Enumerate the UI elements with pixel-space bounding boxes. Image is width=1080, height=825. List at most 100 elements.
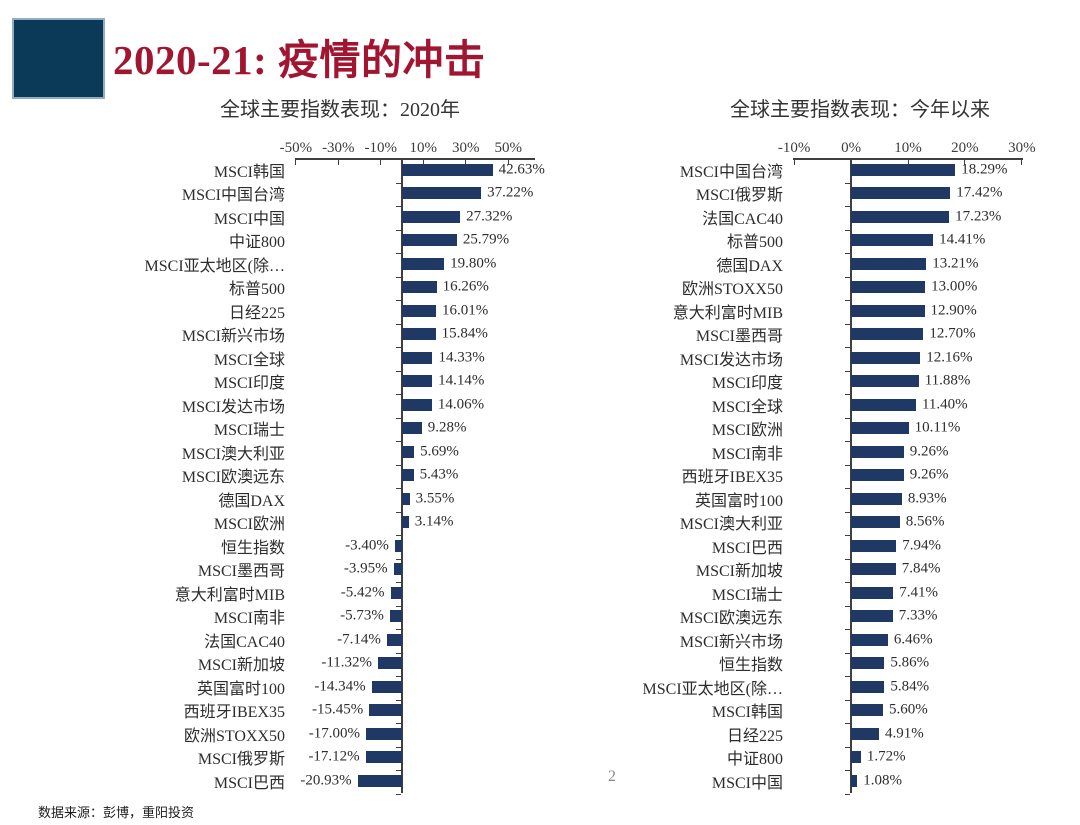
bar xyxy=(851,633,888,646)
category-tick-mark xyxy=(396,464,402,466)
bar-cell: 5.84% xyxy=(793,675,1023,699)
bar-cell: 4.91% xyxy=(793,722,1023,746)
value-label: 9.26% xyxy=(909,443,949,460)
bar xyxy=(851,445,904,458)
plot-2020: -50% -30% -10% 10% 30% 50% MSCI韩国 42.63% MSCI中国台… xyxy=(120,132,560,797)
category-label: MSCI亚太地区(除… xyxy=(642,680,783,698)
bar xyxy=(402,163,493,176)
chart-ytd: 全球主要指数表现：今年以来 -10% 0% 10% 20% 30% MSCI中国台湾 18.… xyxy=(640,90,1080,800)
axis-tick-label: 20% xyxy=(951,140,979,156)
bar-cell: 18.29% xyxy=(793,158,1023,182)
category-tick-mark xyxy=(396,652,402,654)
bar-cell: 10.11% xyxy=(793,417,1023,441)
slide-title: 2020-21: 疫情的冲击 xyxy=(113,37,486,83)
bar-cell: 9.28% xyxy=(295,417,535,441)
category-tick-mark xyxy=(845,652,851,654)
category-tick-mark xyxy=(845,676,851,677)
category-tick-mark xyxy=(396,676,402,677)
category-label: 意大利富时MIB xyxy=(672,304,783,322)
value-label: 9.28% xyxy=(427,419,467,436)
bar-row: 法国CAC40 17.23% xyxy=(640,205,1080,229)
category-tick-mark xyxy=(396,441,402,442)
category-tick-mark xyxy=(396,394,402,395)
bar-row: MSCI俄罗斯 17.42% xyxy=(640,182,1080,206)
x-axis: -50% -30% -10% 10% 30% 50% xyxy=(280,132,535,158)
bar xyxy=(402,492,410,505)
value-label: -3.40% xyxy=(345,537,389,554)
bar-row: 中证800 25.79% xyxy=(120,229,560,253)
category-label: 西班牙IBEX35 xyxy=(681,469,783,487)
bar xyxy=(386,633,403,646)
value-label: 5.60% xyxy=(888,701,928,718)
bar xyxy=(402,187,482,200)
bar-cell: 6.46% xyxy=(793,628,1023,652)
bar-row: MSCI瑞士 7.41% xyxy=(640,581,1080,605)
value-label: 5.69% xyxy=(420,443,459,460)
category-label: 中证800 xyxy=(726,751,783,769)
bar xyxy=(851,304,925,317)
bar-cell: 5.43% xyxy=(295,464,535,488)
bar-row: MSCI墨西哥 12.70% xyxy=(640,323,1080,347)
axis-tick-mark xyxy=(964,160,966,165)
category-label: MSCI俄罗斯 xyxy=(695,187,783,205)
category-tick-mark xyxy=(845,206,851,207)
bar xyxy=(851,234,934,247)
value-label: -20.93% xyxy=(300,772,352,789)
bar-row: MSCI新加坡 7.84% xyxy=(640,558,1080,582)
axis-tick-mark xyxy=(1021,160,1023,165)
bar xyxy=(402,375,433,388)
bar xyxy=(402,516,409,529)
axis-tick-mark xyxy=(507,160,509,165)
bar-cell: 14.14% xyxy=(295,370,535,394)
bar xyxy=(851,375,919,388)
category-label: MSCI巴西 xyxy=(213,774,285,792)
bar xyxy=(851,187,951,200)
bar-cell: 16.01% xyxy=(295,299,535,323)
category-label: MSCI亚太地区(除… xyxy=(144,257,285,275)
chart-title-2020: 全球主要指数表现：2020年 xyxy=(220,99,460,121)
bar-row: 标普500 14.41% xyxy=(640,229,1080,253)
value-label: 37.22% xyxy=(487,184,534,201)
axis-tick-label: 10% xyxy=(409,140,438,156)
value-label: 14.14% xyxy=(438,372,485,389)
bar xyxy=(851,163,956,176)
bar xyxy=(851,704,883,717)
bar xyxy=(357,774,403,787)
axis-tick-label: 10% xyxy=(894,140,922,156)
value-label: 7.33% xyxy=(898,607,938,624)
bar-row: MSCI中国 27.32% xyxy=(120,205,560,229)
bar-row: 德国DAX 13.21% xyxy=(640,252,1080,276)
axis-tick-mark xyxy=(337,160,339,165)
bar-cell: 13.00% xyxy=(793,276,1023,300)
bar xyxy=(402,422,422,435)
bar xyxy=(851,586,894,599)
value-label: 11.40% xyxy=(921,396,968,413)
bar xyxy=(402,351,433,364)
bar-cell: 7.94% xyxy=(793,534,1023,558)
bar-cell: -5.42% xyxy=(295,581,535,605)
bar-rows: MSCI中国台湾 18.29% MSCI俄罗斯 17.42% 法国CAC40 17.23%… xyxy=(640,158,1080,793)
bar-row: MSCI发达市场 12.16% xyxy=(640,346,1080,370)
bar-cell: -15.45% xyxy=(295,699,535,723)
category-tick-mark xyxy=(845,582,851,583)
bar-row: 英国富时100 8.93% xyxy=(640,487,1080,511)
bar-row: MSCI澳大利亚 8.56% xyxy=(640,511,1080,535)
bar-rows: MSCI韩国 42.63% MSCI中国台湾 37.22% MSCI中国 27.32% 中证… xyxy=(120,158,560,793)
category-label: MSCI欧洲 xyxy=(213,516,285,534)
category-tick-mark xyxy=(845,441,851,442)
value-label: 15.84% xyxy=(441,325,488,342)
category-label: MSCI中国台湾 xyxy=(679,163,783,181)
category-label: MSCI中国 xyxy=(213,210,285,228)
axis-tick-label: 30% xyxy=(452,140,480,156)
category-label: MSCI新加坡 xyxy=(197,657,285,675)
value-label: 14.33% xyxy=(438,349,485,366)
category-label: 恒生指数 xyxy=(220,539,285,557)
value-label: -5.73% xyxy=(340,607,384,624)
category-label: 英国富时100 xyxy=(694,492,783,510)
bar-row: 欧洲STOXX50 -17.00% xyxy=(120,722,560,746)
category-label: MSCI瑞士 xyxy=(213,422,285,440)
category-tick-mark xyxy=(845,488,851,489)
axis-tick-mark xyxy=(907,160,909,165)
bar xyxy=(851,774,858,787)
value-label: 17.23% xyxy=(955,208,1002,225)
